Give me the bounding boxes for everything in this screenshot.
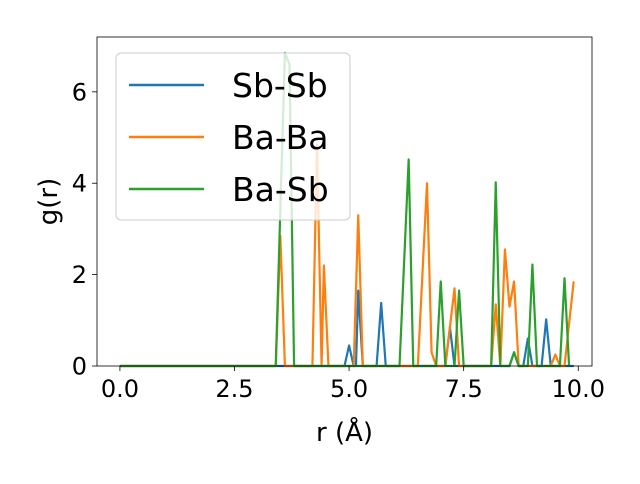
- x-tick-label: 7.5: [445, 375, 483, 403]
- y-tick-label: 4: [72, 170, 87, 198]
- x-tick-label: 2.5: [215, 375, 253, 403]
- legend-label-Sb-Sb: Sb-Sb: [232, 66, 328, 105]
- x-tick-label: 5.0: [330, 375, 368, 403]
- data-point-Ba-Sb-24: [564, 277, 565, 279]
- x-axis-label: r (Å): [316, 416, 373, 448]
- y-axis-ticks: 0 2 4 6: [72, 78, 97, 381]
- data-point-Ba-Ba-17: [454, 287, 455, 289]
- data-point-Ba-Sb-6: [408, 158, 410, 160]
- legend: Sb-Sb Ba-Ba Ba-Sb: [115, 52, 351, 221]
- x-tick-label: 10.0: [552, 375, 605, 403]
- data-point-Ba-Ba-30: [573, 280, 575, 282]
- legend-box: [115, 52, 351, 221]
- data-point-Ba-Ba-22: [504, 248, 506, 250]
- plot-frame: [96, 36, 593, 367]
- y-tick-label: 0: [72, 353, 87, 381]
- data-point-Ba-Sb-12: [458, 290, 460, 292]
- x-tick-label: 0.0: [101, 375, 139, 403]
- data-point-Sb-Sb-8: [380, 302, 382, 304]
- data-point-Sb-Sb-5: [357, 290, 359, 292]
- data-point-Sb-Sb-20: [545, 318, 547, 320]
- data-point-Ba-Sb-15: [495, 181, 497, 183]
- data-point-Ba-Ba-23: [509, 306, 510, 308]
- y-tick-label: 6: [72, 78, 87, 106]
- data-point-Ba-Sb-21: [531, 264, 533, 266]
- x-axis-ticks: 0.0 2.5 5.0 7.5 10.0: [101, 366, 605, 403]
- data-point-Ba-Ba-14: [431, 351, 433, 353]
- y-tick-label: 2: [72, 261, 87, 289]
- data-point-Ba-Ba-24: [513, 280, 515, 282]
- data-point-Ba-Sb-9: [440, 280, 442, 282]
- data-point-Ba-Ba-10: [357, 214, 359, 216]
- data-point-Ba-Ba-20: [495, 303, 497, 305]
- series-line-Sb-Sb: [119, 289, 574, 368]
- legend-label-Ba-Sb: Ba-Sb: [232, 170, 329, 209]
- y-axis-label: g(r): [34, 178, 64, 225]
- data-point-Sb-Sb-2: [348, 344, 350, 346]
- data-point-Ba-Ba-13: [426, 182, 428, 184]
- data-point-Ba-Sb-18: [513, 351, 515, 353]
- data-point-Ba-Ba-27: [554, 354, 556, 356]
- legend-label-Ba-Ba: Ba-Ba: [232, 118, 328, 157]
- data-point-Ba-Ba-7: [323, 264, 325, 266]
